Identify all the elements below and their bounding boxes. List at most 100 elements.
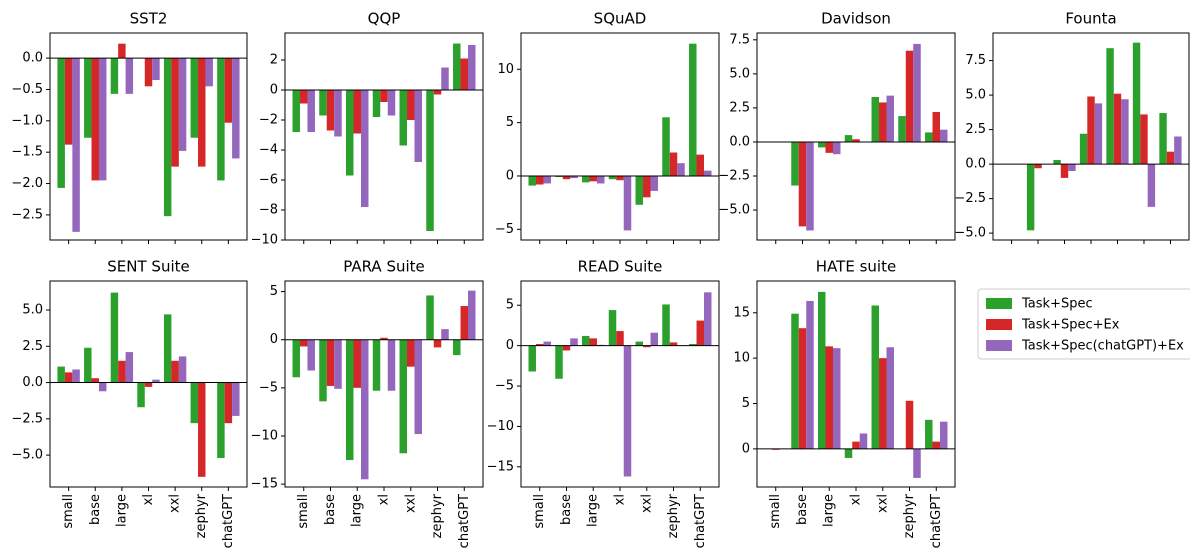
bar — [1087, 96, 1095, 165]
bar — [217, 58, 225, 181]
bar — [1132, 42, 1141, 165]
bar — [925, 419, 933, 449]
bar — [380, 337, 388, 340]
x-tick-label: xl — [613, 494, 628, 505]
axes-frame — [756, 280, 956, 488]
bar — [414, 90, 422, 162]
bar — [118, 360, 126, 383]
bar — [704, 292, 712, 346]
y-tick-label: −1.5 — [11, 145, 43, 160]
bar — [582, 175, 590, 183]
bar — [623, 175, 632, 231]
bar — [635, 341, 644, 346]
bar — [57, 366, 65, 383]
bar — [360, 339, 369, 480]
bar — [806, 141, 814, 231]
bar — [346, 339, 354, 461]
legend-label: Task+Spec(chatGPT)+Ex — [1021, 339, 1184, 354]
bar — [886, 347, 894, 449]
bar — [433, 339, 442, 348]
bar — [852, 139, 860, 142]
x-tick-label: zephyr — [902, 493, 917, 538]
x-tick-label: base — [559, 494, 574, 525]
bar — [232, 58, 240, 159]
x-tick-label: xl — [141, 494, 156, 505]
y-tick-label: 7.5 — [965, 53, 986, 68]
bar — [643, 345, 651, 348]
bar — [110, 292, 119, 383]
bar — [205, 58, 213, 87]
y-tick-label: 0.0 — [22, 375, 43, 390]
bar — [932, 441, 941, 449]
bar — [72, 369, 80, 383]
y-tick-label: −6 — [259, 173, 278, 188]
x-tick-label: base — [323, 494, 338, 525]
x-tick-label: xxl — [639, 494, 654, 513]
bar — [372, 90, 381, 117]
y-tick-label: −15 — [251, 477, 278, 492]
bar — [669, 152, 678, 176]
bar — [118, 43, 126, 59]
y-tick-label: −5 — [495, 379, 514, 394]
y-tick-label: 2.5 — [965, 122, 986, 137]
y-tick-label: −4 — [259, 143, 278, 158]
x-tick-label: xl — [377, 494, 392, 505]
bar — [859, 433, 868, 449]
bar — [426, 90, 434, 231]
y-tick-label: 5.0 — [22, 303, 43, 318]
bar — [825, 141, 833, 153]
bar — [307, 90, 315, 132]
y-tick-label: −10 — [251, 233, 278, 248]
bar — [555, 175, 563, 178]
bar — [468, 290, 476, 340]
panel-title: QQP — [368, 10, 401, 28]
panel-title: Founta — [1065, 10, 1116, 28]
bar — [353, 90, 361, 134]
bar — [528, 345, 536, 372]
y-tick-label: −2.0 — [11, 176, 43, 191]
y-tick-label: −5 — [495, 222, 514, 237]
legend-swatch — [986, 319, 1012, 330]
bar — [346, 90, 354, 176]
legend-swatch — [986, 340, 1012, 351]
bar — [217, 382, 225, 458]
bar — [832, 348, 841, 449]
bar — [163, 58, 172, 217]
bar — [125, 352, 134, 383]
x-tick-label: small — [768, 494, 783, 529]
bar — [334, 90, 342, 137]
panel-title: SST2 — [130, 10, 168, 28]
bar — [1147, 164, 1156, 207]
bar — [334, 339, 342, 389]
bar — [689, 43, 697, 176]
x-tick-label: base — [795, 494, 810, 525]
y-tick-label: −2.5 — [954, 191, 986, 206]
y-tick-label: −2.5 — [11, 411, 43, 426]
bar — [677, 163, 685, 176]
bar — [414, 339, 422, 435]
bar — [798, 141, 807, 227]
x-tick-label: large — [822, 494, 837, 527]
y-tick-label: 5 — [506, 115, 514, 130]
bar — [818, 291, 826, 449]
panel-title: Davidson — [821, 10, 891, 28]
bar — [453, 43, 461, 90]
y-tick-label: 5 — [742, 396, 750, 411]
bar — [91, 58, 99, 181]
bar — [543, 175, 551, 184]
bar — [387, 339, 396, 391]
bar — [662, 304, 670, 346]
bar — [898, 116, 906, 142]
bar — [84, 347, 92, 383]
bar — [879, 358, 887, 449]
panel-title: SQuAD — [594, 10, 647, 28]
bar — [528, 175, 536, 186]
bar — [360, 90, 369, 207]
bar — [353, 339, 361, 388]
bar — [696, 154, 705, 176]
y-tick-label: 0.0 — [965, 157, 986, 172]
x-tick-label: chatGPT — [457, 494, 472, 548]
bar — [696, 320, 705, 346]
y-tick-label: 15 — [733, 305, 750, 320]
y-tick-label: −5.0 — [718, 203, 750, 218]
